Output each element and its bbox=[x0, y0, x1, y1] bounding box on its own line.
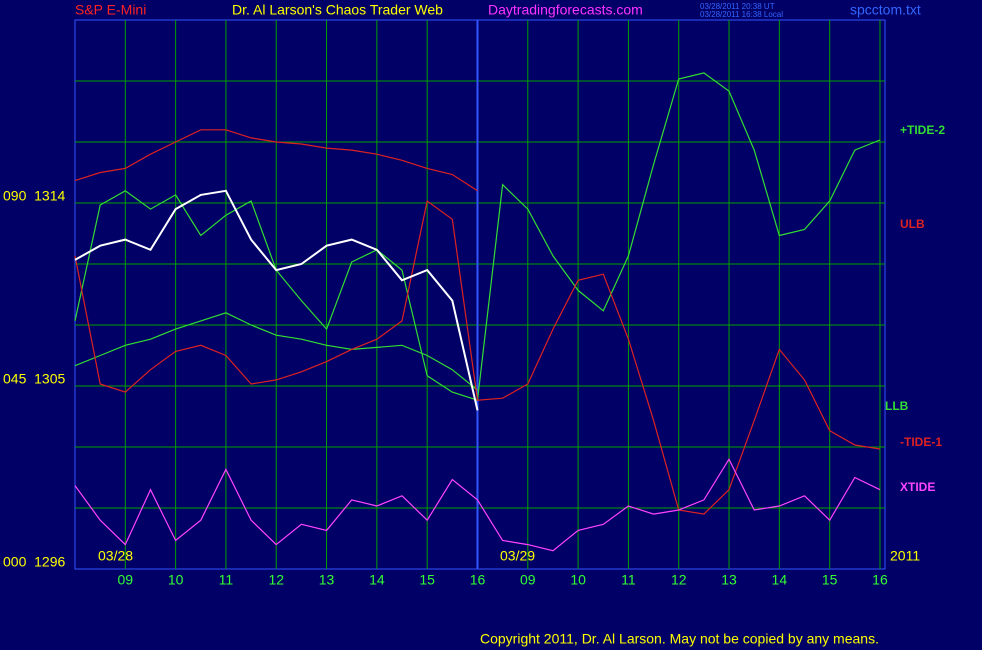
series-line bbox=[74, 199, 881, 515]
series-line bbox=[74, 129, 478, 192]
x-tick-label: 10 bbox=[570, 572, 586, 588]
x-tick-label: 09 bbox=[520, 572, 536, 588]
x-tick-label: 14 bbox=[369, 572, 385, 588]
legend-label: +TIDE-2 bbox=[900, 123, 945, 137]
x-tick-label: 15 bbox=[822, 572, 838, 588]
series-line bbox=[74, 312, 478, 391]
series-line bbox=[74, 457, 881, 552]
time-ut: 03/28/2011 20:38 UT bbox=[700, 2, 775, 11]
copyright: Copyright 2011, Dr. Al Larson. May not b… bbox=[480, 631, 879, 647]
legend-label: LLB bbox=[885, 399, 909, 413]
price-line bbox=[74, 189, 479, 411]
date-label: 03/29 bbox=[500, 548, 535, 564]
x-tick-label: 13 bbox=[721, 572, 737, 588]
date-label: 03/28 bbox=[98, 548, 133, 564]
x-tick-label: 13 bbox=[319, 572, 335, 588]
x-tick-label: 09 bbox=[118, 572, 134, 588]
x-tick-label: 14 bbox=[772, 572, 788, 588]
date-label: 2011 bbox=[890, 548, 920, 564]
y-tick-label: 045 1305 bbox=[3, 371, 65, 387]
x-tick-label: 11 bbox=[219, 572, 234, 588]
x-tick-label: 15 bbox=[419, 572, 435, 588]
chart-title: Dr. Al Larson's Chaos Trader Web bbox=[232, 2, 443, 18]
legend-label: -TIDE-1 bbox=[900, 435, 942, 449]
x-tick-label: 16 bbox=[470, 572, 486, 588]
y-tick-label: 000 1296 bbox=[3, 554, 65, 570]
x-tick-label: 11 bbox=[621, 572, 636, 588]
legend-label: ULB bbox=[900, 217, 925, 231]
y-tick-label: 090 1314 bbox=[3, 188, 65, 204]
time-local: 03/28/2011 16:38 Local bbox=[700, 10, 783, 19]
legend-label: XTIDE bbox=[900, 480, 935, 494]
plot-frame bbox=[74, 19, 886, 570]
x-tick-label: 10 bbox=[168, 572, 184, 588]
instrument: S&P E-Mini bbox=[75, 2, 146, 18]
x-tick-label: 16 bbox=[872, 572, 888, 588]
site: Daytradingforecasts.com bbox=[488, 2, 643, 18]
x-tick-label: 12 bbox=[268, 572, 284, 588]
file-name: spcctom.txt bbox=[850, 2, 921, 18]
x-tick-label: 12 bbox=[671, 572, 687, 588]
